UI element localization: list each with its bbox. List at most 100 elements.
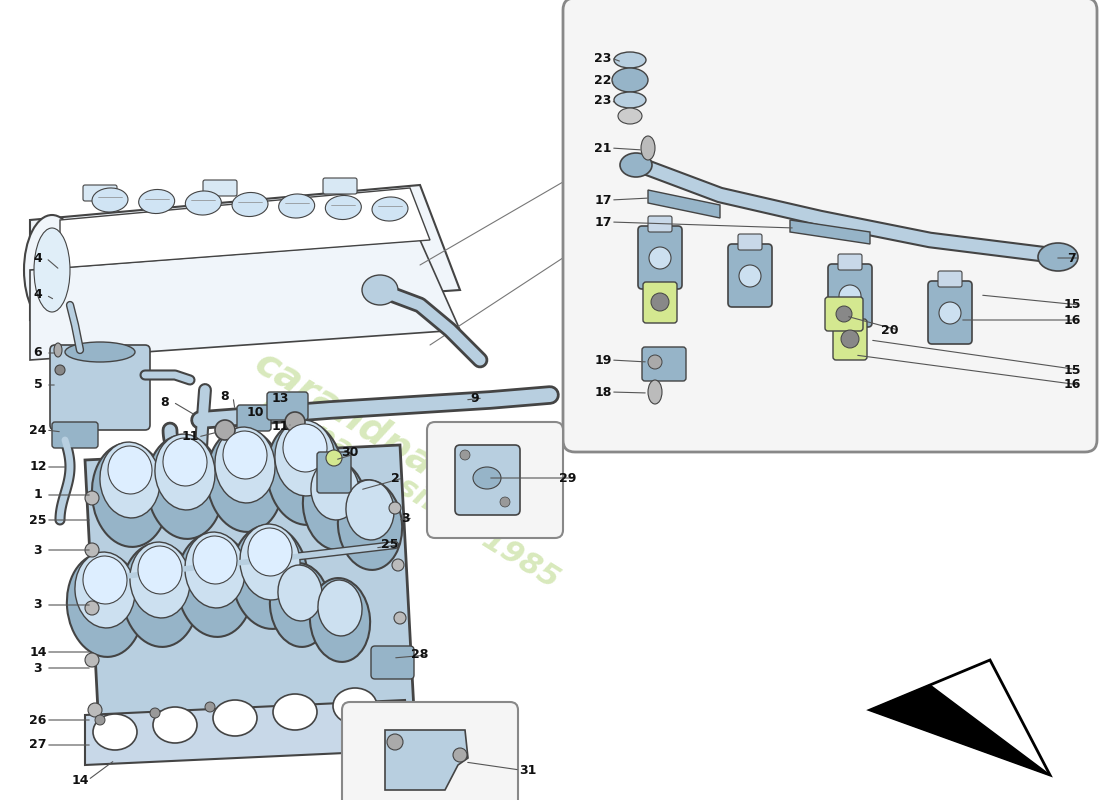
Ellipse shape (34, 228, 70, 312)
Ellipse shape (67, 553, 143, 657)
FancyBboxPatch shape (648, 216, 672, 232)
Ellipse shape (213, 700, 257, 736)
Ellipse shape (394, 612, 406, 624)
Text: 3: 3 (34, 543, 42, 557)
Ellipse shape (302, 460, 367, 550)
Ellipse shape (163, 438, 207, 486)
FancyBboxPatch shape (317, 452, 351, 493)
Ellipse shape (214, 427, 275, 503)
Ellipse shape (278, 565, 322, 621)
Ellipse shape (92, 188, 128, 212)
Ellipse shape (130, 542, 190, 618)
Ellipse shape (387, 734, 403, 750)
Ellipse shape (223, 431, 267, 479)
Polygon shape (648, 190, 720, 218)
Ellipse shape (150, 708, 160, 718)
Text: 29: 29 (559, 471, 576, 485)
FancyBboxPatch shape (52, 422, 98, 448)
Ellipse shape (326, 195, 361, 219)
Ellipse shape (100, 442, 161, 518)
FancyBboxPatch shape (236, 405, 271, 431)
FancyBboxPatch shape (825, 297, 864, 331)
Ellipse shape (85, 601, 99, 615)
FancyBboxPatch shape (638, 226, 682, 289)
Ellipse shape (839, 285, 861, 307)
FancyBboxPatch shape (563, 0, 1097, 452)
Text: 19: 19 (594, 354, 612, 366)
Ellipse shape (372, 197, 408, 221)
Ellipse shape (453, 748, 468, 762)
Text: 5: 5 (34, 378, 43, 391)
Ellipse shape (500, 497, 510, 507)
FancyBboxPatch shape (323, 178, 358, 194)
Polygon shape (790, 220, 870, 244)
Text: 26: 26 (30, 714, 46, 726)
Ellipse shape (205, 702, 214, 712)
Polygon shape (870, 685, 1050, 775)
Text: 17: 17 (594, 194, 612, 206)
Polygon shape (60, 188, 430, 268)
Text: 15: 15 (1064, 298, 1080, 311)
Text: 23: 23 (594, 51, 612, 65)
Ellipse shape (310, 578, 370, 662)
Ellipse shape (138, 546, 182, 594)
Text: carandparts: carandparts (248, 344, 493, 516)
Text: 24: 24 (30, 423, 46, 437)
Ellipse shape (273, 694, 317, 730)
Ellipse shape (75, 552, 135, 628)
Text: 1: 1 (34, 489, 43, 502)
Ellipse shape (95, 715, 104, 725)
Ellipse shape (939, 302, 961, 324)
Ellipse shape (618, 108, 642, 124)
Polygon shape (85, 445, 415, 750)
Ellipse shape (1038, 243, 1078, 271)
Text: 30: 30 (341, 446, 359, 459)
Text: 27: 27 (30, 738, 46, 751)
Ellipse shape (240, 524, 300, 600)
FancyBboxPatch shape (828, 264, 872, 327)
FancyBboxPatch shape (642, 347, 686, 381)
Ellipse shape (612, 68, 648, 92)
Text: 3: 3 (34, 598, 42, 611)
Ellipse shape (648, 380, 662, 404)
Ellipse shape (318, 580, 362, 636)
Ellipse shape (214, 420, 235, 440)
Text: 16: 16 (1064, 378, 1080, 391)
Polygon shape (85, 700, 410, 765)
FancyBboxPatch shape (644, 282, 676, 323)
Text: 16: 16 (1064, 314, 1080, 326)
Ellipse shape (311, 460, 359, 520)
Ellipse shape (739, 265, 761, 287)
Text: 17: 17 (594, 215, 612, 229)
Ellipse shape (85, 653, 99, 667)
Ellipse shape (153, 707, 197, 743)
Ellipse shape (177, 533, 253, 637)
Ellipse shape (65, 342, 135, 362)
Text: 10: 10 (246, 406, 264, 419)
Text: 11: 11 (182, 430, 199, 443)
Ellipse shape (192, 536, 236, 584)
Ellipse shape (54, 343, 62, 357)
Ellipse shape (155, 434, 216, 510)
Text: 4: 4 (34, 289, 43, 302)
Ellipse shape (232, 525, 308, 629)
Ellipse shape (94, 714, 138, 750)
Ellipse shape (651, 293, 669, 311)
Ellipse shape (267, 421, 343, 525)
Ellipse shape (122, 543, 198, 647)
Ellipse shape (207, 428, 283, 532)
Ellipse shape (389, 502, 402, 514)
Ellipse shape (460, 450, 470, 460)
FancyBboxPatch shape (371, 646, 414, 679)
Text: 6: 6 (34, 346, 42, 359)
Ellipse shape (333, 688, 377, 724)
Text: 20: 20 (881, 323, 899, 337)
Text: 3: 3 (34, 662, 42, 674)
Text: 12: 12 (30, 461, 46, 474)
Text: 21: 21 (594, 142, 612, 154)
Ellipse shape (232, 193, 268, 217)
Ellipse shape (836, 306, 852, 322)
FancyBboxPatch shape (455, 445, 520, 515)
Ellipse shape (85, 491, 99, 505)
FancyBboxPatch shape (728, 244, 772, 307)
